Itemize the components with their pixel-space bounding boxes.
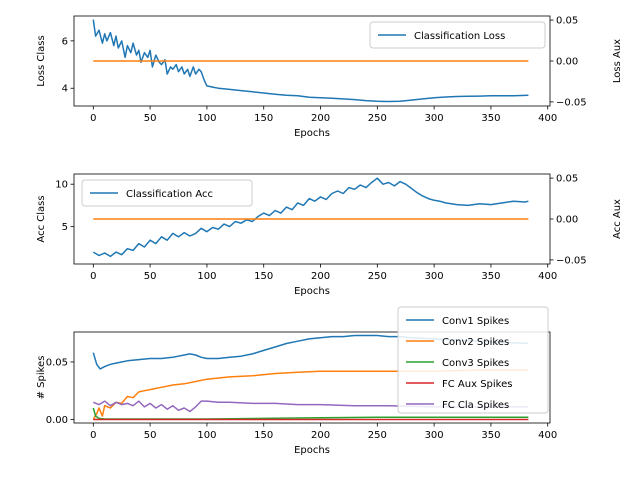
y-tick-label: 10 xyxy=(55,180,68,191)
legend-label: FC Aux Spikes xyxy=(442,379,512,390)
y-tick-label: 0.00 xyxy=(46,415,68,426)
legend: Classification Acc xyxy=(81,179,253,207)
legend-label: Conv2 Spikes xyxy=(442,337,509,348)
subplot-2: 0 50 100 150 200 250 300 350 400 Epochs 5 10 Acc Cla… xyxy=(36,174,623,297)
x-tick-label: 300 xyxy=(425,271,444,282)
x-tick-label: 300 xyxy=(425,113,444,124)
x-tick-label: 300 xyxy=(425,430,444,441)
legend-box xyxy=(369,21,546,49)
y-right-tick-label: −0.05 xyxy=(556,255,587,266)
x-tick-label: 350 xyxy=(481,113,500,124)
x-tick-label: 400 xyxy=(538,113,557,124)
x-axis-title: Epochs xyxy=(294,445,330,456)
x-axis-title: Epochs xyxy=(294,128,330,139)
x-tick-label: 50 xyxy=(144,113,157,124)
axes-frame xyxy=(73,331,551,424)
legend-box xyxy=(397,306,549,414)
series-line-classification-loss xyxy=(92,19,529,103)
y-right-axis-title: Loss Aux xyxy=(612,39,623,83)
x-tick-label: 50 xyxy=(144,271,157,282)
y-right-axis-title: Acc Aux xyxy=(612,199,623,239)
series-line-conv2-spikes xyxy=(92,369,529,420)
y-right-tick-label: 0.00 xyxy=(556,215,578,226)
legend-box xyxy=(81,179,253,207)
y-tick-label: 4 xyxy=(62,84,68,95)
legend-label: FC Cla Spikes xyxy=(442,400,509,411)
x-tick-label: 400 xyxy=(538,430,557,441)
y-right-tick-label: 0.05 xyxy=(556,174,578,185)
subplot-1: 0 50 100 150 200 250 300 350 400 Epochs 4 6 Loss Cla… xyxy=(36,16,623,139)
x-tick-label: 0 xyxy=(90,430,96,441)
x-tick-label: 350 xyxy=(481,430,500,441)
x-tick-label: 150 xyxy=(254,113,273,124)
y-tick-label: 5 xyxy=(62,222,68,233)
series-line-conv1-spikes xyxy=(92,334,529,370)
x-tick-label: 0 xyxy=(90,271,96,282)
x-tick-label: 200 xyxy=(311,271,330,282)
x-tick-label: 200 xyxy=(311,113,330,124)
y-right-tick-label: 0.05 xyxy=(556,16,578,27)
series-line-fc-cla-spikes xyxy=(93,400,529,413)
y-tick-label: 6 xyxy=(62,36,68,47)
x-tick-label: 50 xyxy=(144,430,157,441)
x-axis-title: Epochs xyxy=(294,286,330,297)
x-tick-label: 350 xyxy=(481,271,500,282)
x-tick-label: 150 xyxy=(254,430,273,441)
legend-label: Classification Acc xyxy=(126,189,213,200)
legend: Classification Loss xyxy=(369,21,546,49)
x-tick-label: 250 xyxy=(368,271,387,282)
subplot-3: 0 50 100 150 200 250 300 350 400 Epochs 0.00 0.05# … xyxy=(36,331,557,456)
y-right-tick-label: 0.00 xyxy=(556,57,578,68)
legend-label: Conv1 Spikes xyxy=(442,316,509,327)
x-tick-label: 150 xyxy=(254,271,273,282)
y-right-tick-label: −0.05 xyxy=(556,97,587,108)
x-tick-label: 200 xyxy=(311,430,330,441)
legend-label: Conv3 Spikes xyxy=(442,358,509,369)
x-tick-label: 100 xyxy=(197,430,216,441)
x-tick-label: 100 xyxy=(197,113,216,124)
y-axis-title: Acc Class xyxy=(36,195,47,242)
x-tick-label: 250 xyxy=(368,113,387,124)
series-line-classification-acc xyxy=(92,177,529,258)
legend-label: Classification Loss xyxy=(414,31,505,42)
y-tick-label: 0.05 xyxy=(46,357,68,368)
series-line-conv3-spikes xyxy=(92,407,529,420)
legend: Conv1 Spikes Conv2 Spikes Conv3 Spikes FC A… xyxy=(397,306,549,414)
x-tick-label: 100 xyxy=(197,271,216,282)
y-axis-title: Loss Class xyxy=(36,35,47,86)
x-tick-label: 250 xyxy=(368,430,387,441)
y-axis-title: # Spikes xyxy=(36,356,47,400)
x-tick-label: 400 xyxy=(538,271,557,282)
x-tick-label: 0 xyxy=(90,113,96,124)
